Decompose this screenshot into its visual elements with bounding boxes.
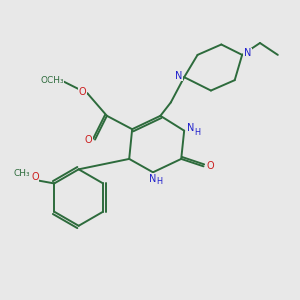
Text: N: N <box>175 71 182 81</box>
Text: OCH₃: OCH₃ <box>40 76 64 85</box>
Text: O: O <box>206 161 214 171</box>
Text: O: O <box>85 135 92 145</box>
Text: O: O <box>78 87 86 97</box>
Text: H: H <box>156 177 163 186</box>
Text: H: H <box>194 128 201 137</box>
Text: N: N <box>244 48 251 59</box>
Text: O: O <box>31 172 39 182</box>
Text: N: N <box>149 174 156 184</box>
Text: CH₃: CH₃ <box>13 169 30 178</box>
Text: N: N <box>187 123 194 133</box>
